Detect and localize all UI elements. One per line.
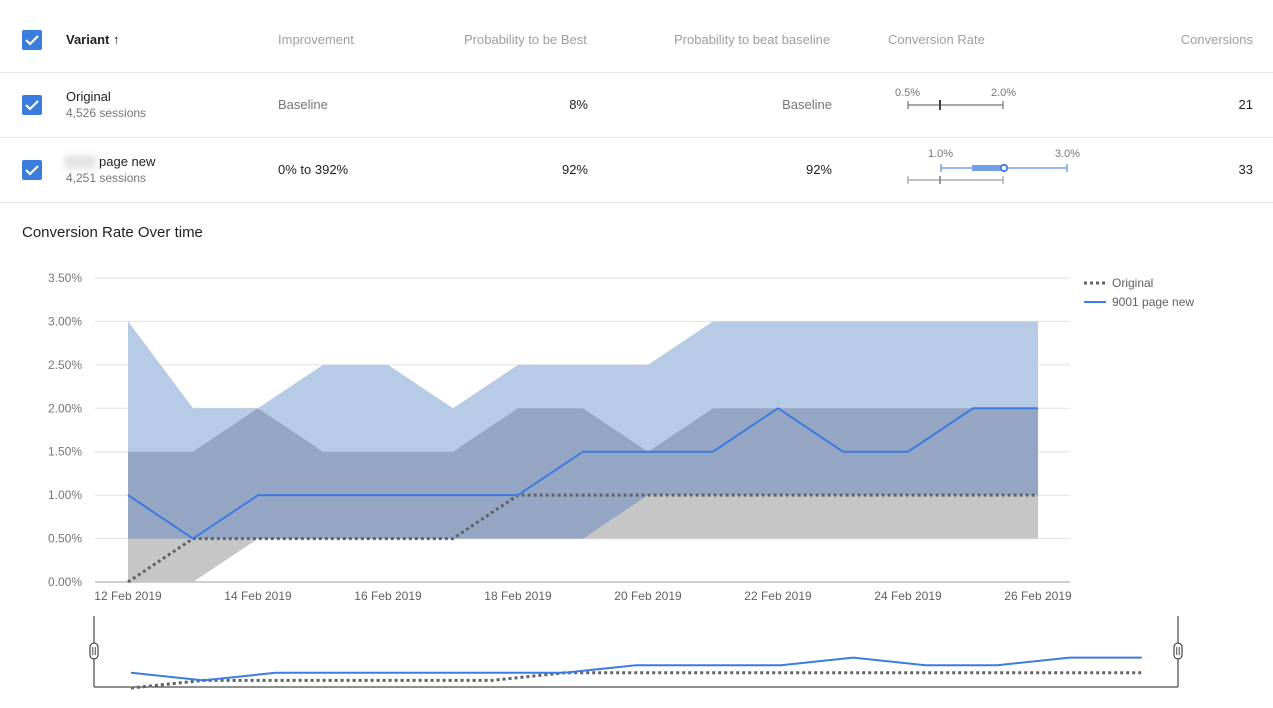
conversions-value: 33 xyxy=(1238,162,1253,177)
prob-beat-value: Baseline xyxy=(782,97,832,112)
x-tick-label: 16 Feb 2019 xyxy=(354,589,422,603)
conversion-rate-chart: 0.00% 0.50% 1.00% 1.50% 2.00% 2.50% 3.00% 3.50%… xyxy=(48,271,1072,603)
x-tick-label: 26 Feb 2019 xyxy=(1004,589,1072,603)
y-tick-label: 1.00% xyxy=(48,488,82,502)
probability-best-column-header[interactable]: Probability to be Best xyxy=(464,32,587,47)
prob-beat-value: 92% xyxy=(805,162,832,177)
y-tick-label: 3.00% xyxy=(48,314,82,328)
improvement-value: 0% to 392% xyxy=(278,162,349,177)
ci-high-label: 3.0% xyxy=(1055,148,1081,160)
select-all-checkbox[interactable] xyxy=(22,30,42,50)
legend-original-swatch xyxy=(1084,281,1106,285)
x-tick-label: 14 Feb 2019 xyxy=(224,589,292,603)
x-tick-label: 24 Feb 2019 xyxy=(874,589,942,603)
page-new-checkbox[interactable] xyxy=(22,160,42,180)
y-tick-label: 1.50% xyxy=(48,445,82,459)
x-tick-label: 12 Feb 2019 xyxy=(94,589,162,603)
conversions-value: 21 xyxy=(1238,97,1253,112)
range-right-handle[interactable] xyxy=(1173,642,1183,660)
legend-page-new-label: 9001 page new xyxy=(1112,295,1195,309)
x-tick-label: 22 Feb 2019 xyxy=(744,589,812,603)
original-series-line xyxy=(127,493,1038,584)
table-bottom-divider xyxy=(0,202,1273,203)
section-title: Conversion Rate Over time xyxy=(22,224,203,241)
variant-name[interactable]: Original xyxy=(66,89,111,104)
legend-original-label: Original xyxy=(1112,276,1154,290)
prob-best-value: 8% xyxy=(569,97,588,112)
range-left-handle[interactable] xyxy=(89,642,99,660)
page-new-ci-bar xyxy=(907,163,1068,184)
variant-name[interactable]: page new xyxy=(99,154,156,169)
mini-original-line xyxy=(130,671,1142,690)
improvement-value: Baseline xyxy=(278,97,328,112)
probability-beat-column-header[interactable]: Probability to beat baseline xyxy=(674,32,831,47)
variant-column-header[interactable]: Variant ↑ xyxy=(66,32,119,47)
y-tick-label: 0.50% xyxy=(48,532,82,546)
y-tick-label: 2.50% xyxy=(48,358,82,372)
sort-ascending-icon: ↑ xyxy=(112,32,120,47)
row-divider xyxy=(0,137,1273,138)
band-overlap-region xyxy=(128,408,1038,539)
redacted-variant-prefix xyxy=(64,155,96,169)
y-tick-label: 3.50% xyxy=(48,271,82,285)
y-tick-label: 2.00% xyxy=(48,401,82,415)
page-new-series-line xyxy=(127,407,1038,540)
variant-sessions: 4,251 sessions xyxy=(66,171,147,185)
ci-high-label: 2.0% xyxy=(991,87,1017,99)
y-tick-label: 0.00% xyxy=(48,575,82,589)
conversion-rate-column-header[interactable]: Conversion Rate xyxy=(888,32,985,47)
header-divider xyxy=(0,72,1273,73)
conversions-column-header[interactable]: Conversions xyxy=(1180,32,1253,47)
range-selector[interactable] xyxy=(0,610,1273,700)
original-checkbox[interactable] xyxy=(22,95,42,115)
ci-low-label: 1.0% xyxy=(928,148,954,160)
mini-page-new-line xyxy=(130,656,1142,682)
prob-best-value: 92% xyxy=(561,162,588,177)
original-ci-bar xyxy=(907,100,1004,110)
variant-header-label: Variant xyxy=(66,32,110,47)
x-tick-label: 20 Feb 2019 xyxy=(614,589,682,603)
legend-page-new-swatch xyxy=(1084,301,1106,303)
improvement-column-header[interactable]: Improvement xyxy=(278,32,354,47)
variant-sessions: 4,526 sessions xyxy=(66,106,147,120)
ci-low-label: 0.5% xyxy=(895,87,921,99)
x-tick-label: 18 Feb 2019 xyxy=(484,589,552,603)
